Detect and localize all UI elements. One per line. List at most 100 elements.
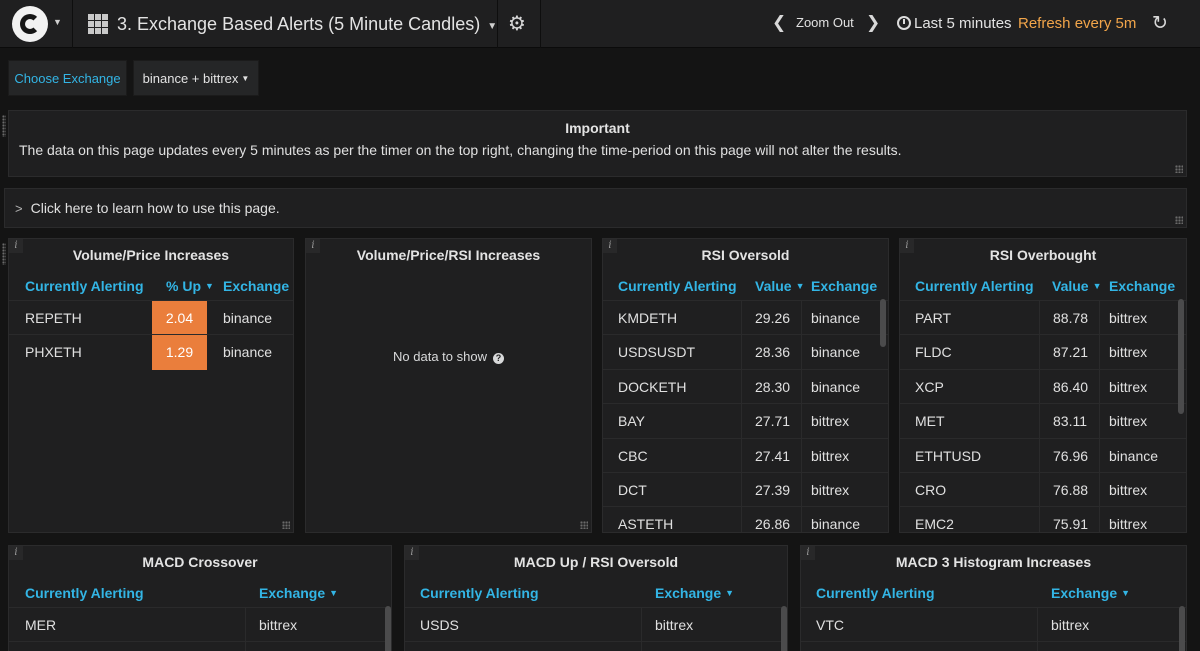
table-row — [801, 641, 1186, 651]
column-header-sorted[interactable]: Value ▼ — [1052, 278, 1102, 294]
value-cell: 26.86 — [755, 516, 791, 533]
time-shift-forward-icon[interactable]: ❯ — [866, 13, 881, 32]
column-header-sorted[interactable]: % Up ▼ — [166, 278, 214, 294]
value-cell: 88.78 — [1053, 310, 1089, 326]
logo-menu-button[interactable]: ▼ — [0, 0, 73, 48]
exchange-cell: bittrex — [811, 481, 850, 498]
value-cell: 86.40 — [1053, 378, 1089, 395]
exchange-cell: binance — [811, 310, 861, 326]
column-header-sorted[interactable]: Value ▼ — [755, 278, 805, 294]
symbol-cell: KMDETH — [618, 310, 678, 326]
settings-gear-icon[interactable]: ⚙ — [508, 13, 526, 35]
column-header-sorted[interactable]: Exchange ▼ — [259, 585, 339, 601]
symbol-cell: FLDC — [915, 344, 952, 361]
table-scrollbar[interactable] — [1179, 606, 1185, 651]
symbol-cell: PHXETH — [25, 344, 82, 361]
info-icon[interactable]: i — [801, 546, 815, 560]
column-header[interactable]: Currently Alerting — [816, 585, 935, 601]
column-header[interactable]: Currently Alerting — [618, 278, 737, 294]
exchange-cell: bittrex — [1109, 344, 1148, 361]
table-scrollbar[interactable] — [1178, 299, 1184, 414]
panel-rsi-oversold: i RSI Oversold Currently Alerting Value ▼… — [602, 238, 889, 533]
resize-handle-icon[interactable] — [580, 521, 588, 529]
drag-handle-icon[interactable] — [2, 243, 6, 265]
table-row — [9, 641, 391, 651]
info-icon[interactable]: i — [900, 239, 914, 253]
clock-icon — [897, 16, 911, 30]
exchange-cell: bittrex — [259, 617, 298, 633]
panel-title: Volume/Price/RSI Increases — [356, 247, 541, 263]
resize-handle-icon[interactable] — [1175, 216, 1183, 224]
column-header-sorted[interactable]: Exchange ▼ — [655, 585, 735, 601]
panel-title: Volume/Price Increases — [72, 247, 230, 263]
drag-handle-icon[interactable] — [2, 115, 6, 137]
alert-table: Currently Alerting Exchange ▼ MER bittrex — [9, 579, 391, 651]
caret-down-icon: ▼ — [241, 73, 250, 83]
dashboard-title-picker[interactable]: 3. Exchange Based Alerts (5 Minute Candl… — [88, 0, 497, 48]
panel-macd-crossover: i MACD Crossover Currently Alerting Exch… — [8, 545, 392, 651]
column-header[interactable]: Exchange — [811, 278, 878, 294]
table-header: Currently Alerting Exchange ▼ — [405, 579, 787, 607]
dashboard-title: 3. Exchange Based Alerts (5 Minute Candl… — [117, 13, 481, 34]
panel-volume-price-increases: i Volume/Price Increases Currently Alert… — [2, 238, 294, 533]
info-icon[interactable]: i — [9, 239, 23, 253]
value-cell: 28.36 — [755, 344, 791, 361]
exchange-cell: bittrex — [1109, 481, 1148, 498]
symbol-cell: DOCKETH — [618, 378, 687, 395]
time-range-picker[interactable]: Last 5 minutes — [914, 15, 1012, 32]
refresh-interval-label[interactable]: Refresh every 5m — [1018, 15, 1137, 32]
exchange-cell: bittrex — [1109, 378, 1148, 395]
table-row: ASTETH 26.86 binance — [603, 506, 888, 533]
variable-value: binance + bittrex — [142, 70, 239, 86]
variable-label-exchange: Choose Exchange — [8, 60, 127, 96]
panel-title: MACD 3 Histogram Increases — [895, 554, 1092, 570]
howto-row[interactable]: > Click here to learn how to use this pag… — [4, 188, 1187, 228]
table-row: USDSUSDT 28.36 binance — [603, 334, 888, 370]
info-icon[interactable]: i — [306, 239, 320, 253]
value-cell: 76.88 — [1053, 481, 1089, 498]
table-row: CBC 27.41 bittrex — [603, 437, 888, 473]
symbol-cell: REPETH — [25, 310, 82, 326]
table-scrollbar[interactable] — [880, 299, 886, 347]
exchange-cell: binance — [811, 344, 861, 361]
column-header[interactable]: Exchange — [223, 278, 290, 294]
value-cell: 27.41 — [755, 447, 791, 464]
howto-toggle[interactable]: > Click here to learn how to use this pag… — [15, 200, 280, 216]
info-icon[interactable]: i — [9, 546, 23, 560]
exchange-cell: binance — [223, 310, 273, 326]
column-header[interactable]: Currently Alerting — [25, 278, 144, 294]
howto-label: Click here to learn how to use this page… — [30, 200, 280, 216]
time-shift-back-icon[interactable]: ❮ — [772, 13, 787, 32]
symbol-cell: EMC2 — [915, 516, 954, 533]
column-header[interactable]: Currently Alerting — [915, 278, 1034, 294]
refresh-icon[interactable]: ↻ — [1152, 13, 1168, 34]
variable-dropdown-exchange[interactable]: binance + bittrex ▼ — [133, 60, 259, 96]
value-cell: 27.39 — [755, 481, 791, 498]
question-circle-icon[interactable]: ? — [492, 353, 504, 364]
zoom-out-button[interactable]: Zoom Out — [796, 15, 854, 30]
info-icon[interactable]: i — [603, 239, 617, 253]
sort-desc-icon: ▼ — [205, 281, 214, 291]
column-header[interactable]: Currently Alerting — [25, 585, 144, 601]
table-row: PART 88.78 bittrex — [900, 300, 1186, 336]
value-cell: 1.29 — [152, 335, 207, 370]
table-scrollbar[interactable] — [781, 606, 787, 651]
table-scrollbar[interactable] — [385, 606, 391, 651]
exchange-cell: bittrex — [1109, 516, 1148, 533]
column-header[interactable]: Exchange — [1109, 278, 1176, 294]
table-row: CRO 76.88 bittrex — [900, 471, 1186, 508]
table-row: MET 83.11 bittrex — [900, 403, 1186, 439]
exchange-cell: bittrex — [811, 413, 850, 430]
column-header[interactable]: Currently Alerting — [420, 585, 539, 601]
resize-handle-icon[interactable] — [1175, 165, 1183, 173]
resize-handle-icon[interactable] — [282, 521, 290, 529]
panel-macd-3-histogram-increases: i MACD 3 Histogram Increases Currently A… — [800, 545, 1187, 651]
caret-down-icon: ▼ — [53, 17, 62, 27]
important-panel: Important The data on this page updates … — [2, 110, 1187, 177]
info-icon[interactable]: i — [405, 546, 419, 560]
table-row: PHXETH 1.29 binance — [9, 334, 293, 370]
value-cell: 28.30 — [755, 378, 791, 395]
important-text: The data on this page updates every 5 mi… — [19, 142, 902, 158]
column-header-sorted[interactable]: Exchange ▼ — [1051, 585, 1131, 601]
sort-desc-icon: ▼ — [329, 588, 339, 598]
